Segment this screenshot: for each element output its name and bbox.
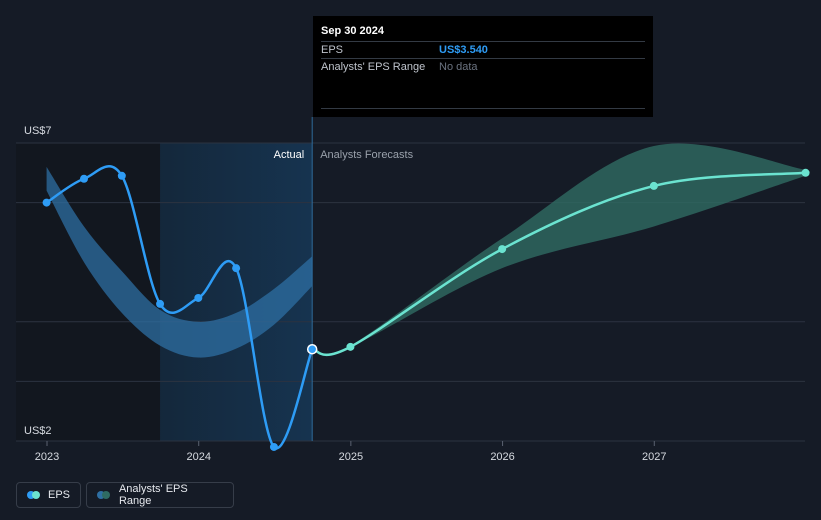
tooltip-row-eps: EPS US$3.540: [321, 41, 645, 59]
eps-point-forecast: [801, 168, 810, 177]
legend-range-dot-actual: [97, 491, 105, 499]
eps-point-actual: [232, 264, 241, 273]
x-tick-label: 2025: [339, 451, 363, 463]
forecast-label: Analysts Forecasts: [320, 149, 413, 161]
eps-point-highlight: [306, 343, 318, 355]
eps-point-forecast: [346, 342, 355, 351]
tooltip-range-value: No data: [439, 61, 478, 73]
eps-point-actual: [42, 198, 51, 207]
tooltip-date: Sep 30 2024: [321, 25, 384, 37]
tooltip-row-range: Analysts' EPS Range No data: [321, 58, 645, 76]
legend-eps-swatch: [27, 491, 40, 499]
eps-point-actual: [156, 299, 165, 308]
legend-eps-range[interactable]: Analysts' EPS Range: [86, 482, 234, 508]
tooltip-range-label: Analysts' EPS Range: [321, 61, 426, 73]
legend-eps[interactable]: EPS: [16, 482, 81, 508]
eps-point-actual: [117, 171, 126, 180]
eps-point-actual: [79, 174, 88, 183]
tooltip-eps-label: EPS: [321, 44, 344, 56]
legend-eps-dot-forecast: [32, 491, 40, 499]
legend-range-dot-forecast: [102, 491, 110, 499]
tooltip: Sep 30 2024 EPS US$3.540 Analysts' EPS R…: [313, 16, 653, 117]
eps-point-actual: [194, 293, 203, 302]
tooltip-eps-value: US$3.540: [439, 44, 488, 56]
legend-eps-dot-actual: [27, 491, 35, 499]
legend-eps-label: EPS: [47, 489, 70, 501]
x-tick-label: 2027: [642, 451, 666, 463]
eps-point-actual: [269, 442, 278, 451]
x-tick-label: 2023: [35, 451, 59, 463]
x-tick-label: 2026: [490, 451, 514, 463]
y-tick-label-bottom: US$2: [24, 425, 52, 437]
tooltip-divider: [321, 108, 645, 109]
eps-range-band-forecast: [312, 143, 806, 355]
y-tick-label-top: US$7: [24, 125, 52, 137]
eps-point-forecast: [498, 245, 507, 254]
eps-point-forecast: [649, 181, 658, 190]
legend-range-label: Analysts' EPS Range: [118, 483, 188, 507]
legend-range-swatch: [97, 491, 111, 499]
x-tick-label: 2024: [186, 451, 210, 463]
actual-label: Actual: [274, 149, 305, 161]
